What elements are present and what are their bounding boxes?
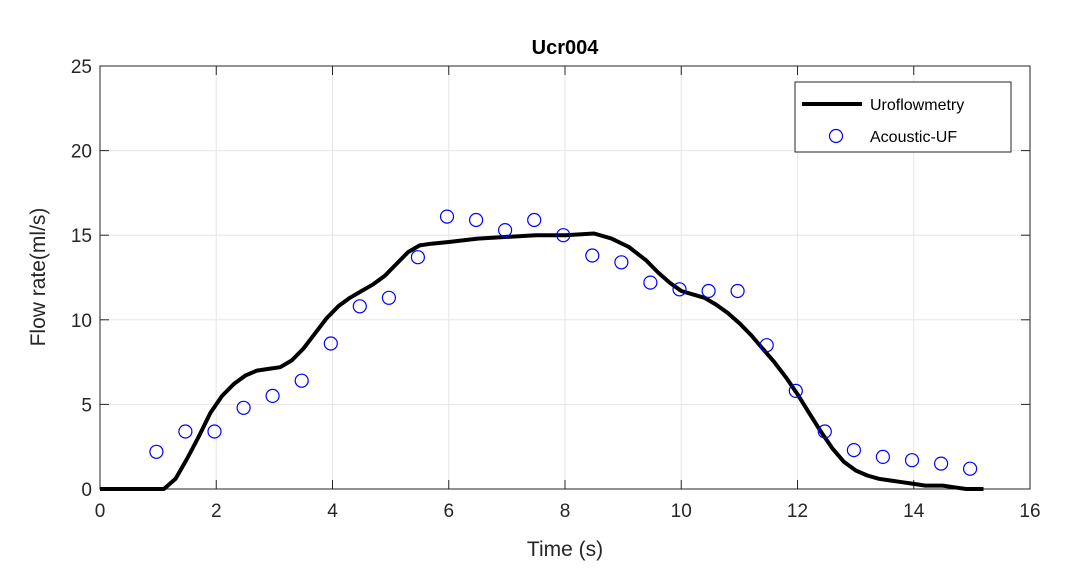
data-point-acoustic-uf [207, 424, 222, 439]
data-point-acoustic-uf [904, 453, 920, 468]
y-tick-label: 0 [81, 480, 92, 501]
series-line-uroflowmetry [100, 231, 984, 491]
data-point-acoustic-uf [498, 223, 513, 238]
x-tick-label: 0 [95, 501, 106, 522]
data-point-acoustic-uf [352, 299, 367, 314]
data-point-acoustic-uf [265, 388, 280, 403]
x-tick-label: 2 [211, 501, 222, 522]
y-axis-label: Flow rate(ml/s) [27, 208, 50, 347]
legend: Uroflowmetry Acoustic-UF [794, 81, 1012, 153]
legend-label-acoustic-uf: Acoustic-UF [870, 129, 957, 146]
x-tick-label: 4 [327, 501, 338, 522]
legend-marker-swatch [828, 128, 844, 144]
data-point-acoustic-uf [643, 275, 658, 290]
data-point-acoustic-uf [149, 444, 164, 459]
y-tick-label: 5 [81, 395, 92, 416]
x-tick-label: 12 [787, 501, 808, 522]
data-point-acoustic-uf [933, 456, 949, 471]
x-tick-label: 6 [443, 501, 454, 522]
series-layer [100, 209, 984, 491]
y-tick-label: 25 [71, 57, 92, 78]
data-point-acoustic-uf [585, 248, 600, 263]
data-point-acoustic-uf [381, 290, 396, 305]
data-point-acoustic-uf [788, 383, 803, 398]
data-point-acoustic-uf [527, 212, 542, 228]
x-tick-label: 16 [1019, 501, 1040, 522]
x-tick-label: 14 [903, 501, 925, 522]
data-point-acoustic-uf [614, 255, 629, 270]
data-point-acoustic-uf [701, 283, 716, 299]
data-point-acoustic-uf [875, 449, 891, 464]
y-tick-label: 15 [71, 226, 92, 247]
chart-title: Ucr004 [532, 37, 600, 59]
data-point-acoustic-uf [817, 424, 832, 439]
y-tick-label: 20 [71, 142, 92, 163]
data-point-acoustic-uf [410, 250, 425, 265]
data-point-acoustic-uf [846, 443, 862, 458]
x-tick-label: 10 [671, 501, 692, 522]
data-point-acoustic-uf [323, 336, 338, 351]
data-point-acoustic-uf [294, 373, 309, 388]
data-point-acoustic-uf [962, 461, 978, 476]
data-point-acoustic-uf [556, 228, 571, 243]
data-point-acoustic-uf [672, 282, 687, 297]
x-axis-label: Time (s) [527, 538, 603, 561]
data-point-acoustic-uf [469, 212, 484, 228]
data-point-acoustic-uf [759, 338, 774, 353]
data-point-acoustic-uf [730, 283, 745, 299]
legend-label-uroflowmetry: Uroflowmetry [870, 97, 964, 114]
axis-ticks: 0 2 4 6 8 10 12 14 16 0 5 10 15 20 25 [71, 57, 1041, 522]
x-tick-label: 8 [560, 501, 571, 522]
data-point-acoustic-uf [439, 209, 455, 224]
y-tick-label: 10 [71, 311, 92, 332]
data-point-acoustic-uf [236, 400, 251, 415]
data-point-acoustic-uf [178, 424, 193, 439]
